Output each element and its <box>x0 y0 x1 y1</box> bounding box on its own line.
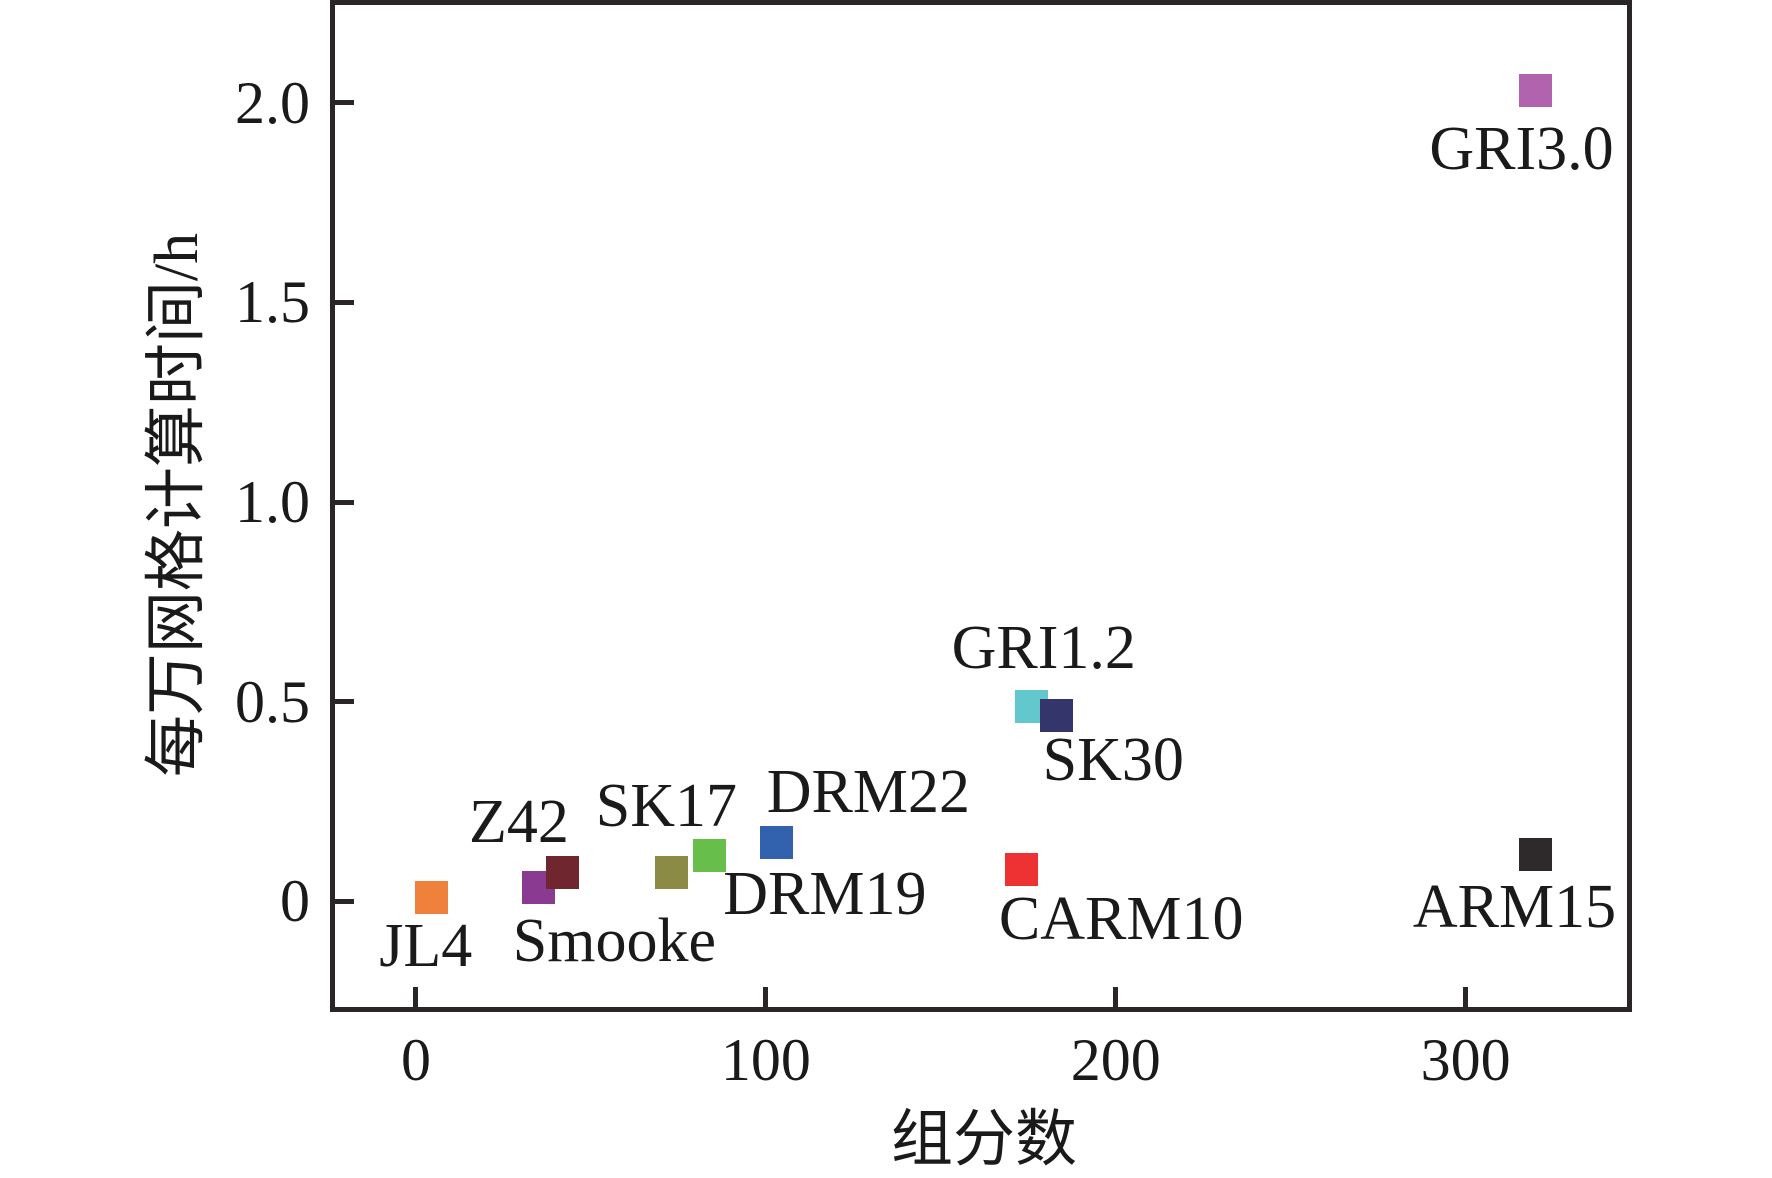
point-label-Smooke: Smooke <box>512 907 717 976</box>
x-tick-label: 0 <box>400 1027 431 1093</box>
y-tick <box>334 299 354 305</box>
x-tick <box>1113 987 1119 1007</box>
y-tick <box>334 898 354 904</box>
point-Z42 <box>546 855 580 889</box>
y-tick-label: 1.5 <box>235 269 310 336</box>
plot-area <box>330 0 1632 1012</box>
point-label-ARM15: ARM15 <box>1412 872 1617 941</box>
point-label-SK17: SK17 <box>595 772 737 841</box>
point-SK30 <box>1039 699 1073 733</box>
point-label-JL4: JL4 <box>379 912 473 981</box>
point-label-SK30: SK30 <box>1042 725 1184 794</box>
point-DRM22 <box>759 826 793 860</box>
y-tick-label: 2.0 <box>235 69 310 136</box>
x-tick <box>413 987 419 1007</box>
point-label-CARM10: CARM10 <box>998 885 1244 954</box>
x-tick-label: 100 <box>720 1027 811 1093</box>
x-axis-title: 组分数 <box>890 1106 1078 1174</box>
point-JL4 <box>415 880 449 914</box>
point-label-Z42: Z42 <box>468 788 569 857</box>
point-label-DRM22: DRM22 <box>766 757 970 826</box>
y-tick-label: 0 <box>280 868 310 935</box>
y-tick <box>334 100 354 106</box>
point-CARM10 <box>1004 852 1038 886</box>
x-tick <box>763 987 769 1007</box>
y-tick-label: 1.0 <box>235 469 310 535</box>
point-label-DRM19: DRM19 <box>723 860 927 929</box>
y-tick-label: 0.5 <box>235 668 310 735</box>
x-tick <box>1463 987 1469 1007</box>
y-tick <box>334 499 354 505</box>
x-tick-label: 200 <box>1070 1027 1161 1093</box>
point-GRI3.0 <box>1519 74 1553 108</box>
point-DRM19 <box>693 838 727 872</box>
point-label-GRI1.2: GRI1.2 <box>951 614 1136 683</box>
point-ARM15 <box>1519 838 1553 871</box>
x-tick-label: 300 <box>1420 1027 1511 1093</box>
point-SK17 <box>654 855 688 889</box>
y-tick <box>334 699 354 705</box>
point-label-GRI3.0: GRI3.0 <box>1429 114 1614 183</box>
